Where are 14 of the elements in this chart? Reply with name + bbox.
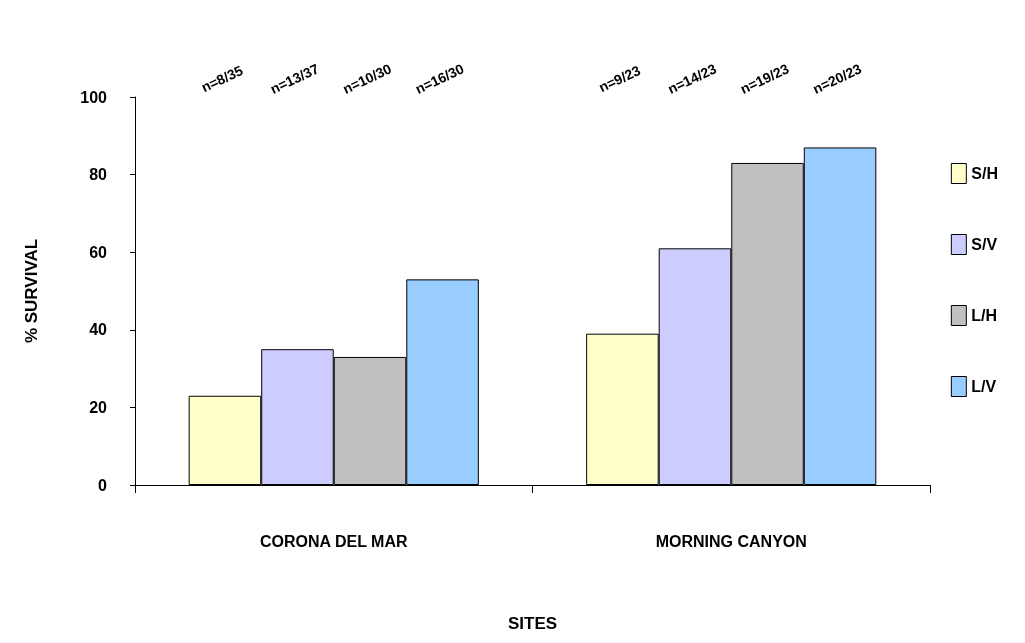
y-tick-label: 60 xyxy=(89,243,108,261)
y-tick-label: 80 xyxy=(89,166,108,184)
x-axis-title: SITES xyxy=(507,614,558,633)
y-tick-label: 20 xyxy=(89,398,108,416)
legend-label: L/V xyxy=(971,378,997,395)
x-tick-label: CORONA DEL MAR xyxy=(259,532,408,550)
legend-label: S/H xyxy=(971,165,998,182)
x-tick-label: MORNING CANYON xyxy=(655,532,807,550)
y-tick-label: 100 xyxy=(80,88,108,106)
y-tick-label: 40 xyxy=(89,321,108,339)
y-tick-label: 0 xyxy=(98,476,108,494)
y-axis-title: % SURVIVAL xyxy=(22,238,41,344)
legend-label: S/V xyxy=(971,236,998,253)
legend-label: L/H xyxy=(971,307,998,324)
